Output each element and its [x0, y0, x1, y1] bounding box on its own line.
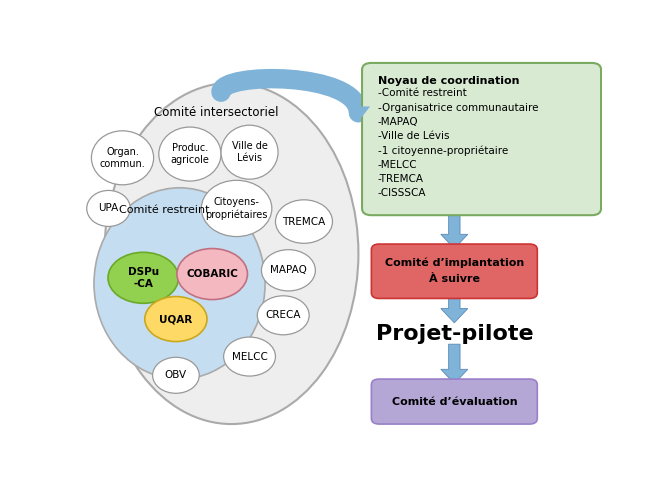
Ellipse shape: [87, 190, 130, 226]
FancyBboxPatch shape: [371, 244, 537, 299]
Ellipse shape: [92, 131, 154, 185]
Text: -MELCC: -MELCC: [377, 160, 417, 169]
Ellipse shape: [94, 188, 265, 379]
Text: UQAR: UQAR: [159, 314, 193, 324]
Text: Projet-pilote: Projet-pilote: [375, 324, 533, 344]
Text: Comité intersectoriel: Comité intersectoriel: [154, 106, 278, 119]
Ellipse shape: [159, 127, 221, 181]
Text: UPA: UPA: [98, 204, 118, 213]
Text: MELCC: MELCC: [231, 352, 268, 361]
Text: Noyau de coordination: Noyau de coordination: [377, 76, 519, 86]
Text: -TREMCA: -TREMCA: [377, 174, 423, 184]
Ellipse shape: [258, 296, 309, 335]
FancyArrow shape: [441, 344, 468, 384]
Ellipse shape: [223, 337, 276, 376]
Ellipse shape: [201, 180, 272, 237]
Ellipse shape: [276, 200, 332, 244]
Text: MAPAQ: MAPAQ: [270, 265, 307, 275]
FancyArrow shape: [347, 107, 370, 121]
Text: Comité d’implantation: Comité d’implantation: [385, 258, 524, 268]
Text: Comité restreint: Comité restreint: [118, 206, 209, 215]
Text: À suivre: À suivre: [429, 275, 480, 284]
FancyBboxPatch shape: [362, 63, 601, 215]
Text: Organ.
commun.: Organ. commun.: [100, 147, 145, 169]
Text: Produc.
agricole: Produc. agricole: [171, 143, 209, 165]
Text: -1 citoyenne-propriétaire: -1 citoyenne-propriétaire: [377, 146, 508, 156]
Ellipse shape: [221, 125, 278, 179]
Text: -Ville de Lévis: -Ville de Lévis: [377, 131, 449, 141]
Circle shape: [177, 248, 248, 300]
Text: DSPu
-CA: DSPu -CA: [128, 267, 159, 289]
Text: OBV: OBV: [165, 370, 187, 380]
Text: Comité d’évaluation: Comité d’évaluation: [391, 396, 517, 407]
FancyBboxPatch shape: [371, 379, 537, 424]
FancyArrow shape: [441, 294, 468, 323]
Text: -Organisatrice communautaire: -Organisatrice communautaire: [377, 103, 538, 112]
Circle shape: [108, 252, 179, 303]
FancyArrow shape: [441, 208, 468, 248]
Ellipse shape: [153, 357, 199, 393]
Ellipse shape: [104, 83, 359, 424]
Text: COBARIC: COBARIC: [186, 269, 238, 279]
Text: -CISSSCA: -CISSSCA: [377, 188, 426, 198]
Circle shape: [145, 297, 207, 341]
Text: Ville de
Lévis: Ville de Lévis: [231, 141, 268, 163]
Ellipse shape: [262, 250, 315, 291]
Text: Citoyens-
propriétaires: Citoyens- propriétaires: [205, 197, 268, 220]
Text: -MAPAQ: -MAPAQ: [377, 117, 418, 127]
Text: -Comité restreint: -Comité restreint: [377, 89, 466, 98]
Text: CRECA: CRECA: [266, 310, 301, 320]
Text: TREMCA: TREMCA: [282, 217, 326, 226]
